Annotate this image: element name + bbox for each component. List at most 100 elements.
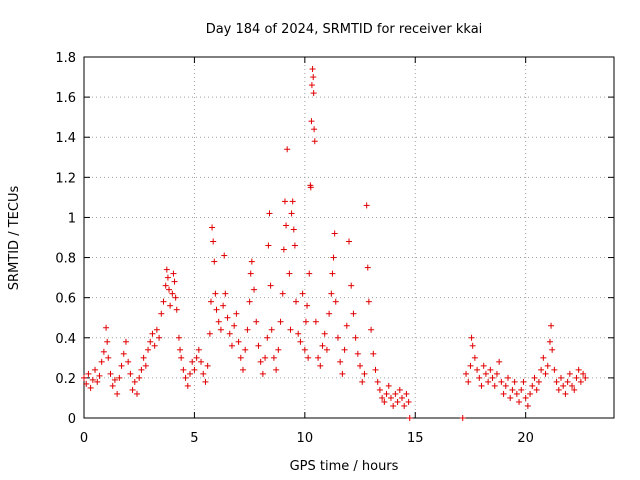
- data-point: [103, 324, 110, 331]
- y-tick-label: 0: [68, 412, 76, 427]
- data-point: [87, 384, 94, 391]
- data-point: [206, 330, 213, 337]
- data-point: [524, 402, 531, 409]
- y-tick-label: 1: [68, 211, 76, 226]
- data-point: [251, 286, 258, 293]
- data-point: [390, 402, 397, 409]
- data-point: [127, 370, 134, 377]
- data-point: [343, 322, 350, 329]
- data-point: [476, 374, 483, 381]
- data-point: [142, 362, 149, 369]
- data-point: [399, 394, 405, 401]
- data-point: [311, 138, 318, 145]
- data-point: [387, 394, 394, 401]
- y-tick-label: 0.2: [55, 372, 76, 387]
- data-point: [548, 322, 555, 329]
- data-point: [247, 270, 254, 277]
- data-point: [522, 394, 529, 401]
- data-point: [311, 126, 318, 133]
- data-point: [253, 318, 260, 325]
- data-point: [167, 302, 174, 309]
- data-point: [376, 386, 383, 393]
- data-point: [352, 334, 359, 341]
- data-point: [505, 374, 511, 381]
- data-point: [516, 398, 523, 405]
- data-point: [580, 370, 587, 377]
- data-point: [538, 366, 545, 373]
- data-point: [485, 378, 492, 385]
- plot-frame: [83, 56, 615, 419]
- x-tick-label: 10: [297, 431, 314, 446]
- data-point: [469, 342, 476, 349]
- data-point: [200, 370, 207, 377]
- data-point: [228, 342, 235, 349]
- data-point: [551, 366, 558, 373]
- data-point: [172, 294, 179, 301]
- data-point: [301, 346, 308, 353]
- data-point: [354, 350, 361, 357]
- data-point: [310, 90, 317, 97]
- data-point: [156, 334, 163, 341]
- data-point: [105, 354, 112, 361]
- data-point: [392, 390, 399, 397]
- data-point: [166, 286, 173, 293]
- data-point: [158, 310, 165, 317]
- data-point: [288, 210, 295, 217]
- data-point: [334, 334, 341, 341]
- data-point: [493, 370, 500, 377]
- data-point: [474, 366, 481, 373]
- data-point: [372, 366, 379, 373]
- data-point: [518, 386, 525, 393]
- data-point: [533, 386, 540, 393]
- data-point: [302, 318, 309, 325]
- data-point: [107, 370, 114, 377]
- data-point: [262, 354, 269, 361]
- data-point: [275, 346, 282, 353]
- data-point: [270, 354, 277, 361]
- data-point: [118, 362, 125, 369]
- data-point: [544, 362, 551, 369]
- data-point: [491, 382, 498, 389]
- data-point: [273, 366, 280, 373]
- data-point: [502, 382, 509, 389]
- data-point: [379, 394, 386, 401]
- data-point: [131, 378, 138, 385]
- data-point: [571, 386, 578, 393]
- data-point: [357, 362, 364, 369]
- data-point: [182, 374, 189, 381]
- data-point: [240, 366, 246, 373]
- data-point: [513, 390, 520, 397]
- data-point: [92, 366, 99, 373]
- data-point: [287, 326, 294, 333]
- data-point: [527, 390, 534, 397]
- data-point: [364, 264, 371, 271]
- data-point: [396, 386, 403, 393]
- data-point: [122, 338, 129, 345]
- data-point: [98, 358, 105, 365]
- data-point: [89, 376, 96, 383]
- data-point: [191, 366, 198, 373]
- data-point: [319, 342, 326, 349]
- data-point: [204, 362, 211, 369]
- data-point: [299, 290, 306, 297]
- data-point: [163, 266, 170, 273]
- data-point: [332, 298, 339, 305]
- data-point: [331, 230, 338, 237]
- data-point: [220, 302, 227, 309]
- data-point: [468, 334, 475, 341]
- x-tick-label: 0: [80, 431, 88, 446]
- x-tick-label: 5: [190, 431, 198, 446]
- data-point: [471, 354, 478, 361]
- data-point: [221, 252, 228, 259]
- data-point: [134, 390, 140, 397]
- data-point: [562, 390, 569, 397]
- data-point: [173, 306, 180, 313]
- data-point: [267, 282, 274, 289]
- data-point: [564, 378, 571, 385]
- data-point: [321, 330, 328, 337]
- data-point: [209, 224, 216, 231]
- y-tick-label: 1.8: [55, 51, 76, 66]
- data-point: [284, 146, 291, 153]
- data-point: [178, 354, 185, 361]
